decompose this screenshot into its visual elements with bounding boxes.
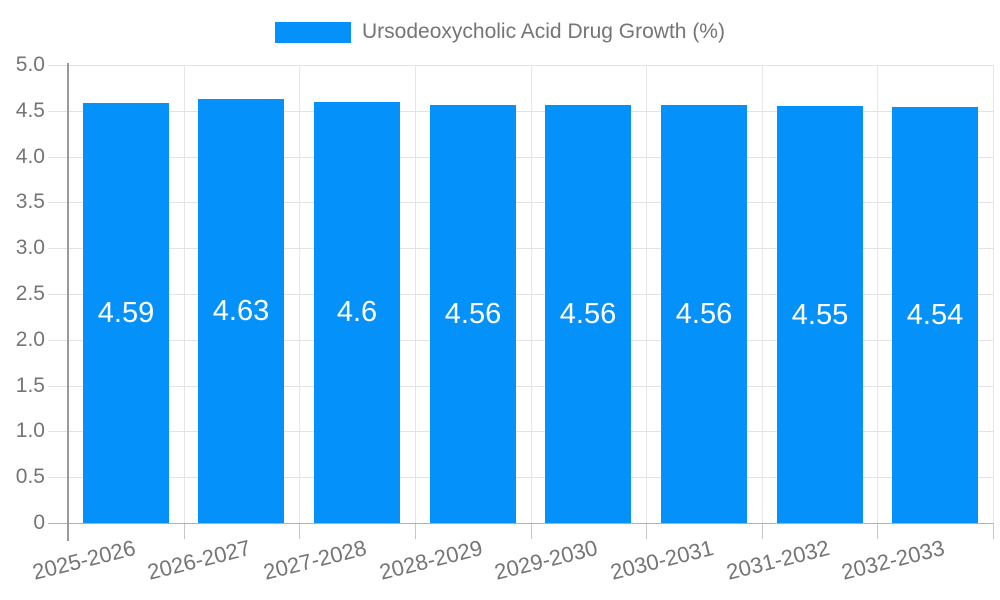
bar-value-label: 4.56 (675, 298, 733, 330)
x-axis-baseline (48, 523, 993, 524)
y-gridline (48, 157, 993, 158)
x-axis-tick (415, 523, 416, 539)
x-gridline (184, 65, 185, 523)
y-gridline (48, 65, 993, 66)
x-axis-tick (531, 523, 532, 539)
y-tick-label: 2.5 (15, 282, 45, 305)
x-gridline (415, 65, 416, 523)
bar[interactable] (777, 106, 863, 523)
bar[interactable] (83, 103, 169, 523)
y-tick-label: 0 (33, 511, 45, 534)
x-axis-tick (184, 523, 185, 539)
chart-legend: Ursodeoxycholic Acid Drug Growth (%) (0, 20, 1000, 44)
y-axis-line (67, 63, 69, 541)
y-gridline (48, 248, 993, 249)
x-tick-label: 2031-2032 (723, 535, 832, 585)
y-tick-label: 3.5 (15, 190, 45, 213)
bar-value-label: 4.56 (444, 298, 502, 330)
x-gridline (646, 65, 647, 523)
x-axis-tick (762, 523, 763, 539)
x-tick-label: 2025-2026 (29, 535, 138, 585)
bar-value-label: 4.55 (791, 299, 849, 331)
x-gridline (299, 65, 300, 523)
x-gridline (762, 65, 763, 523)
bar-value-label: 4.63 (212, 295, 270, 327)
bar-value-label: 4.54 (906, 299, 964, 331)
y-tick-label: 1.0 (15, 419, 45, 442)
y-gridline (48, 294, 993, 295)
legend-label: Ursodeoxycholic Acid Drug Growth (%) (362, 20, 725, 43)
bar[interactable] (198, 99, 284, 523)
bar-value-label: 4.56 (559, 298, 617, 330)
legend-swatch (275, 21, 352, 43)
y-gridline (48, 477, 993, 478)
x-gridline (993, 65, 994, 523)
x-tick-label: 2027-2028 (260, 535, 369, 585)
x-tick-label: 2030-2031 (607, 535, 716, 585)
x-gridline (531, 65, 532, 523)
bar-value-label: 4.59 (97, 297, 155, 329)
bar[interactable] (892, 107, 978, 523)
y-gridline (48, 386, 993, 387)
x-axis-tick (299, 523, 300, 539)
y-tick-label: 2.0 (15, 328, 45, 351)
x-axis-tick (646, 523, 647, 539)
x-tick-label: 2029-2030 (491, 535, 600, 585)
y-tick-label: 1.5 (15, 374, 45, 397)
x-gridline (877, 65, 878, 523)
bar[interactable] (545, 105, 631, 523)
y-tick-label: 0.5 (15, 465, 45, 488)
y-gridline (48, 340, 993, 341)
bar[interactable] (661, 105, 747, 523)
y-gridline (48, 431, 993, 432)
x-tick-label: 2032-2033 (838, 535, 947, 585)
x-tick-label: 2026-2027 (144, 535, 253, 585)
y-tick-label: 3.0 (15, 236, 45, 259)
bar[interactable] (430, 105, 516, 523)
x-tick-label: 2028-2029 (376, 535, 485, 585)
y-tick-label: 4.0 (15, 145, 45, 168)
y-tick-label: 4.5 (15, 99, 45, 122)
bar-value-label: 4.6 (336, 296, 378, 328)
x-axis-tick (877, 523, 878, 539)
x-axis-tick (993, 523, 994, 539)
y-gridline (48, 111, 993, 112)
y-tick-label: 5.0 (15, 53, 45, 76)
y-gridline (48, 202, 993, 203)
bar[interactable] (314, 102, 400, 523)
